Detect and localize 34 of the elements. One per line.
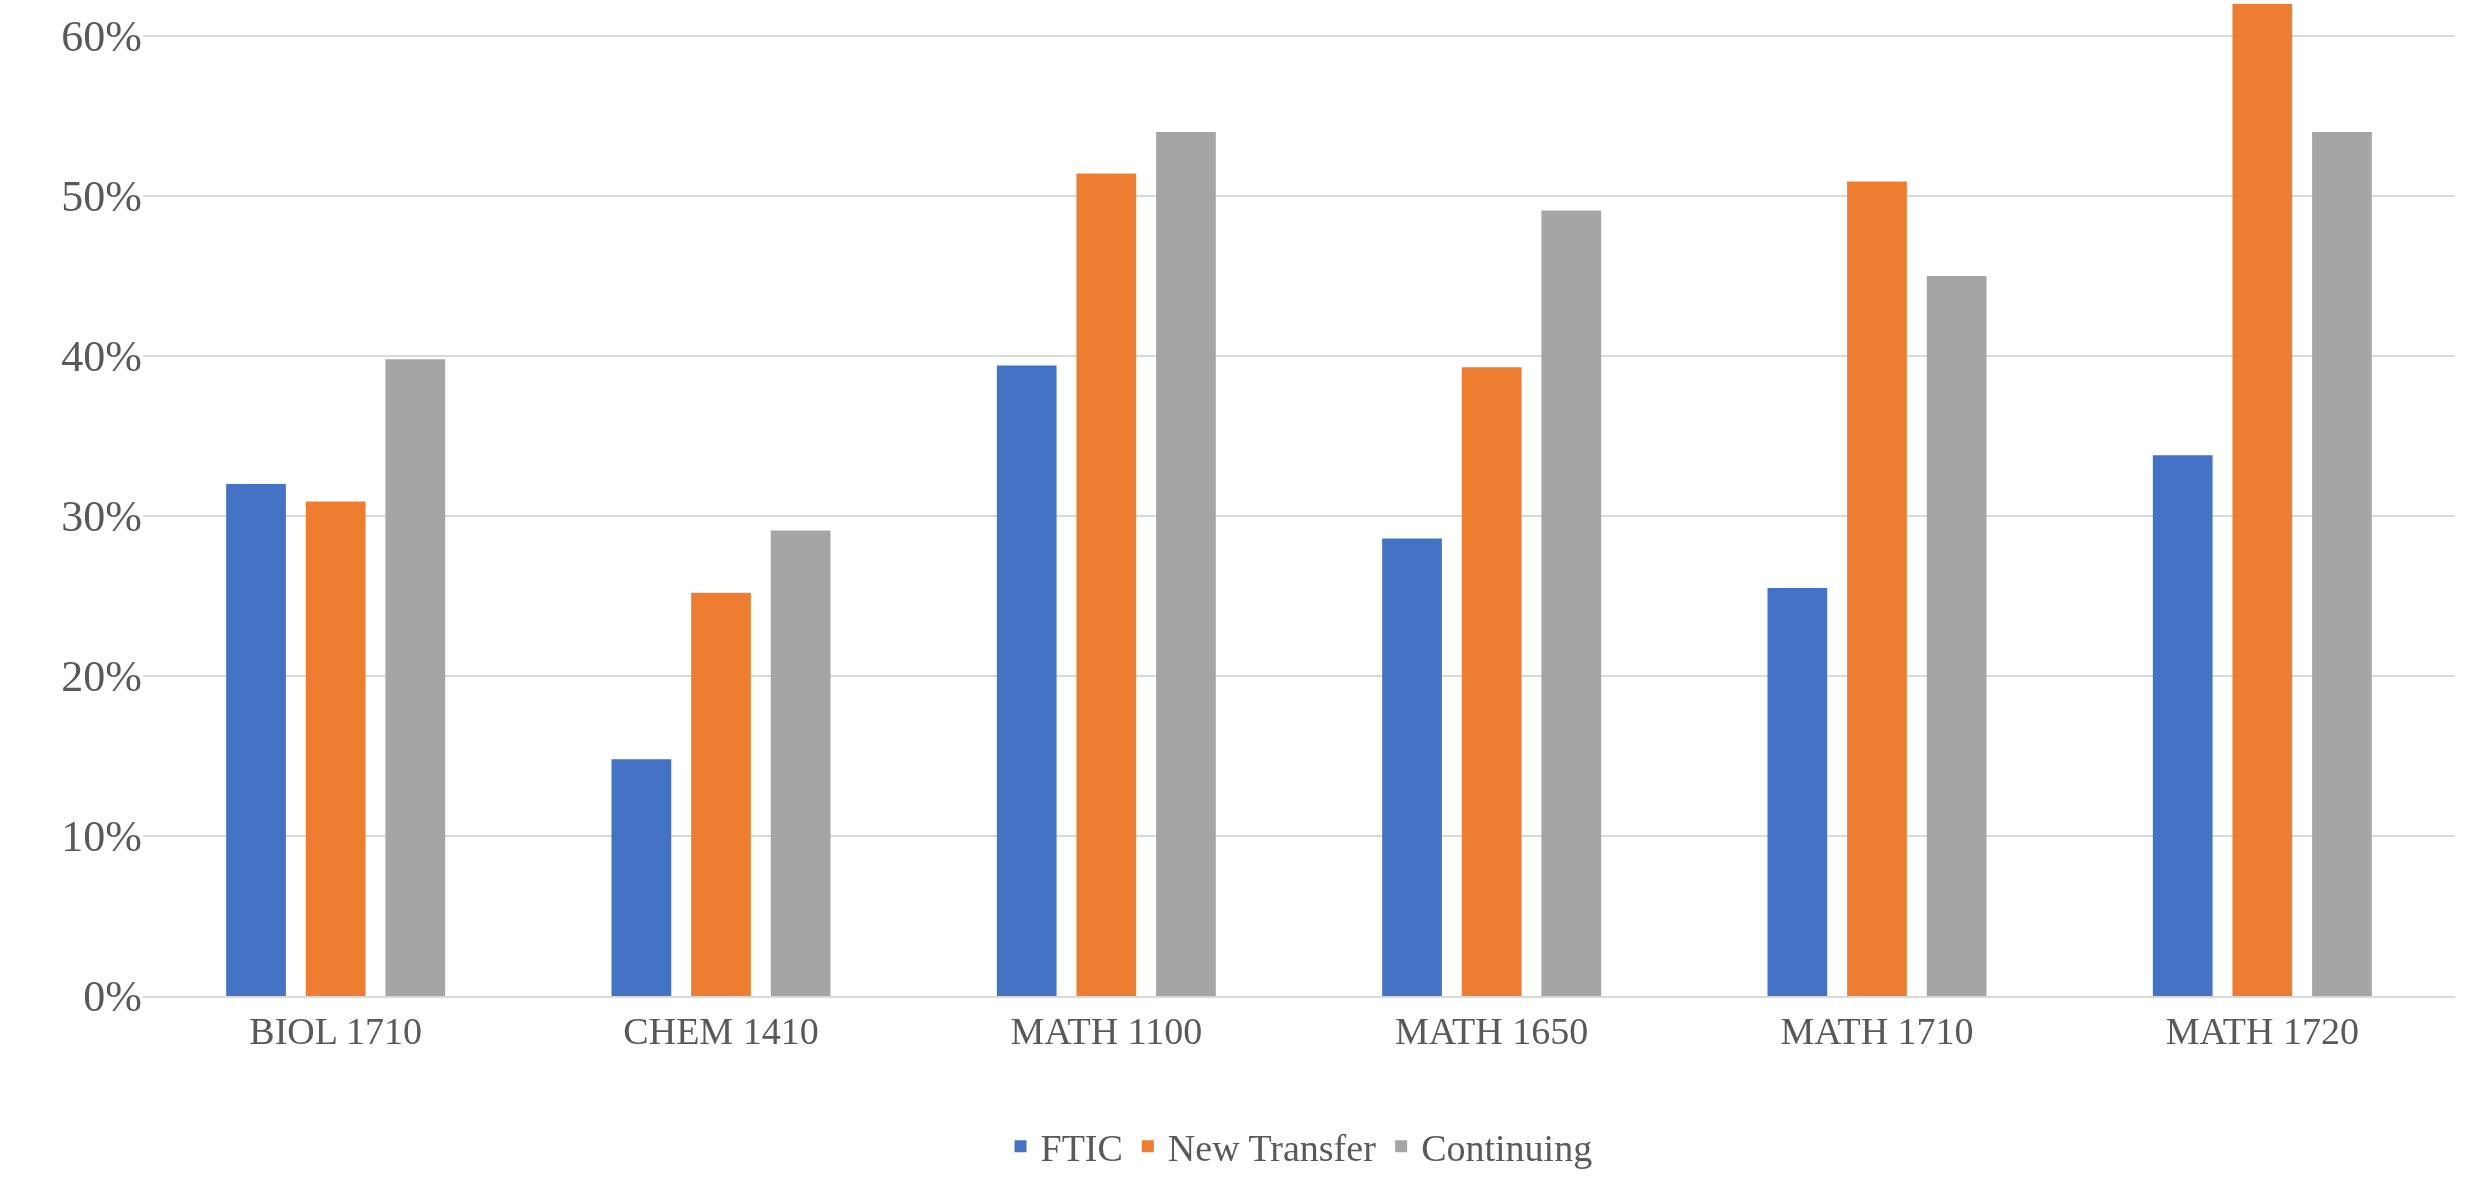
x-tick-label: MATH 1650 (1395, 1009, 1589, 1052)
y-tick-label: 40% (61, 332, 142, 382)
bar (1076, 173, 1137, 996)
x-tick-label: MATH 1100 (1010, 1009, 1203, 1052)
bar (770, 530, 831, 996)
bar (1767, 588, 1828, 996)
y-tick-label: 60% (61, 12, 142, 62)
bar (226, 484, 286, 996)
x-tick-label: BIOL 1710 (249, 1009, 423, 1052)
bar (996, 365, 1057, 996)
x-tick-label: CHEM 1410 (623, 1009, 819, 1052)
bar (305, 501, 366, 996)
y-tick-label: 0% (83, 972, 142, 1022)
bar (1156, 132, 1216, 996)
x-tick-label: MATH 1720 (2165, 1009, 2359, 1052)
bar (2312, 132, 2372, 996)
bar (1461, 367, 1522, 996)
legend-label: New Transfer (1167, 1127, 1377, 1170)
bar (2232, 4, 2293, 996)
bar (1847, 181, 1907, 996)
bar (2152, 455, 2213, 996)
legend-label: Continuing (1421, 1127, 1593, 1170)
y-tick-label: 50% (61, 172, 142, 222)
bar (1382, 538, 1442, 996)
bar (385, 359, 446, 996)
y-tick-label: 20% (61, 652, 142, 702)
x-tick-label: MATH 1710 (1780, 1009, 1974, 1052)
y-tick-label: 30% (61, 492, 142, 542)
y-tick-label: 10% (61, 812, 142, 862)
bar (691, 592, 751, 996)
bar (1541, 210, 1602, 996)
bar (611, 759, 672, 996)
legend-label: FTIC (1040, 1127, 1123, 1170)
bar (1926, 276, 1987, 996)
